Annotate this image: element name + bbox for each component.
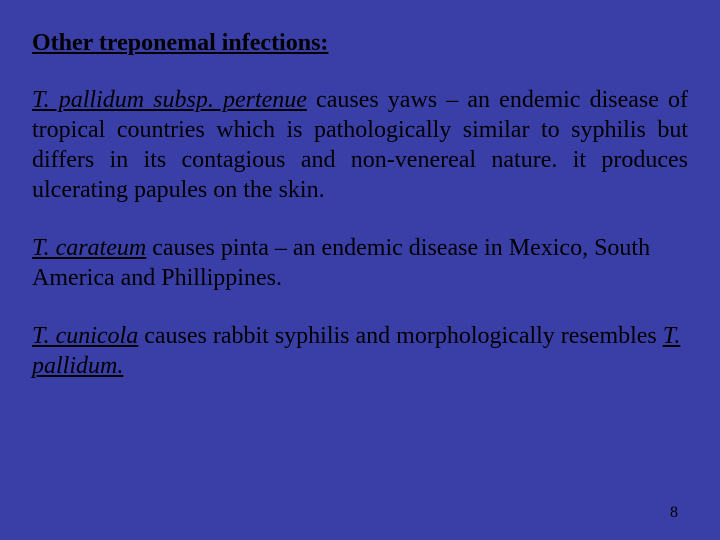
para3-mid: causes rabbit syphilis and morphological… [138, 323, 663, 349]
page-number: 8 [670, 504, 678, 522]
paragraph-3: T. cunicola causes rabbit syphilis and m… [32, 321, 688, 381]
slide-content: Other treponemal infections: T. pallidum… [32, 30, 688, 520]
taxon-3: T. cunicola [32, 323, 138, 349]
paragraph-1: T. pallidum subsp. pertenue causes yaws … [32, 85, 688, 205]
taxon-1: T. pallidum subsp. pertenue [32, 87, 307, 113]
slide-title: Other treponemal infections: [32, 30, 688, 57]
taxon-2: T. carateum [32, 235, 146, 261]
paragraph-2: T. carateum causes pinta – an endemic di… [32, 233, 688, 293]
